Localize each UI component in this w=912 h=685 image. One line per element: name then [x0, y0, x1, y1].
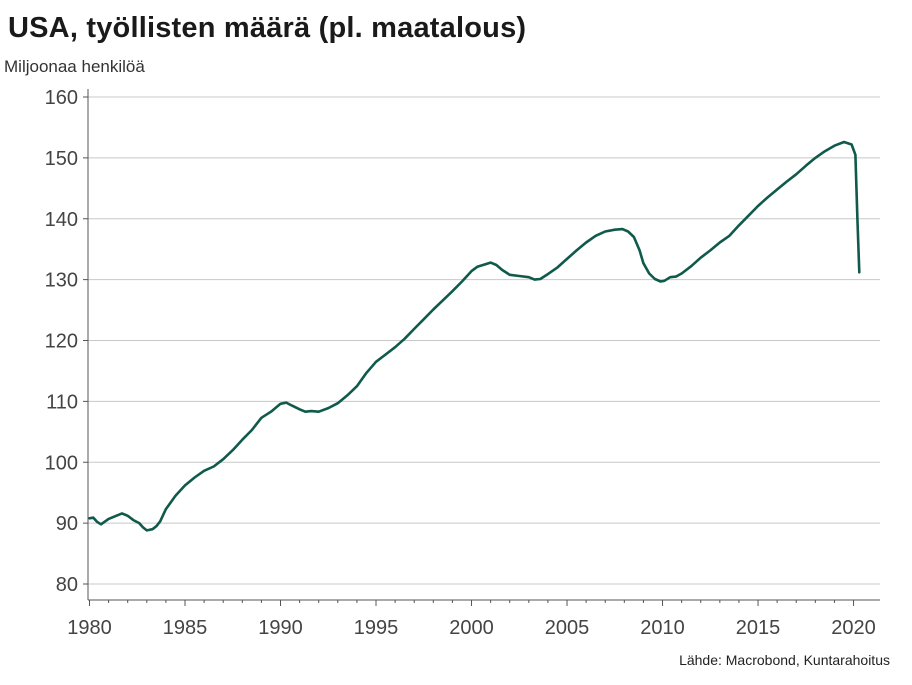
y-tick-label-80: 80	[56, 574, 78, 596]
grid-layer	[88, 96, 880, 585]
source-note: Lähde: Macrobond, Kuntarahoitus	[679, 652, 890, 668]
series-line-0	[88, 140, 861, 532]
y-tick-label-100: 100	[45, 452, 78, 474]
y-tick-label-150: 150	[45, 148, 78, 170]
axis-layer: 80 90 100 110 120 130 140 150 160 1980 1985 1990 199…	[45, 87, 880, 639]
x-tick-label-1990: 1990	[258, 617, 303, 639]
chart-title: USA, työllisten määrä (pl. maatalous)	[8, 12, 527, 44]
x-tick-label-1995: 1995	[354, 617, 399, 639]
x-tick-label-2020: 2020	[831, 617, 876, 639]
y-axis-unit-label: Miljoonaa henkilöä	[4, 57, 145, 76]
y-tick-label-120: 120	[45, 331, 78, 353]
x-tick-label-1985: 1985	[163, 617, 208, 639]
x-tick-label-2000: 2000	[449, 617, 494, 639]
x-tick-label-2005: 2005	[545, 617, 590, 639]
y-tick-label-130: 130	[45, 270, 78, 292]
y-tick-label-160: 160	[45, 87, 78, 109]
x-tick-label-2010: 2010	[640, 617, 685, 639]
y-tick-label-140: 140	[45, 209, 78, 231]
x-tick-label-2015: 2015	[736, 617, 781, 639]
y-tick-label-110: 110	[46, 391, 78, 413]
x-tick-label-1980: 1980	[67, 617, 112, 639]
series-layer	[88, 140, 861, 532]
y-tick-label-90: 90	[56, 513, 78, 535]
